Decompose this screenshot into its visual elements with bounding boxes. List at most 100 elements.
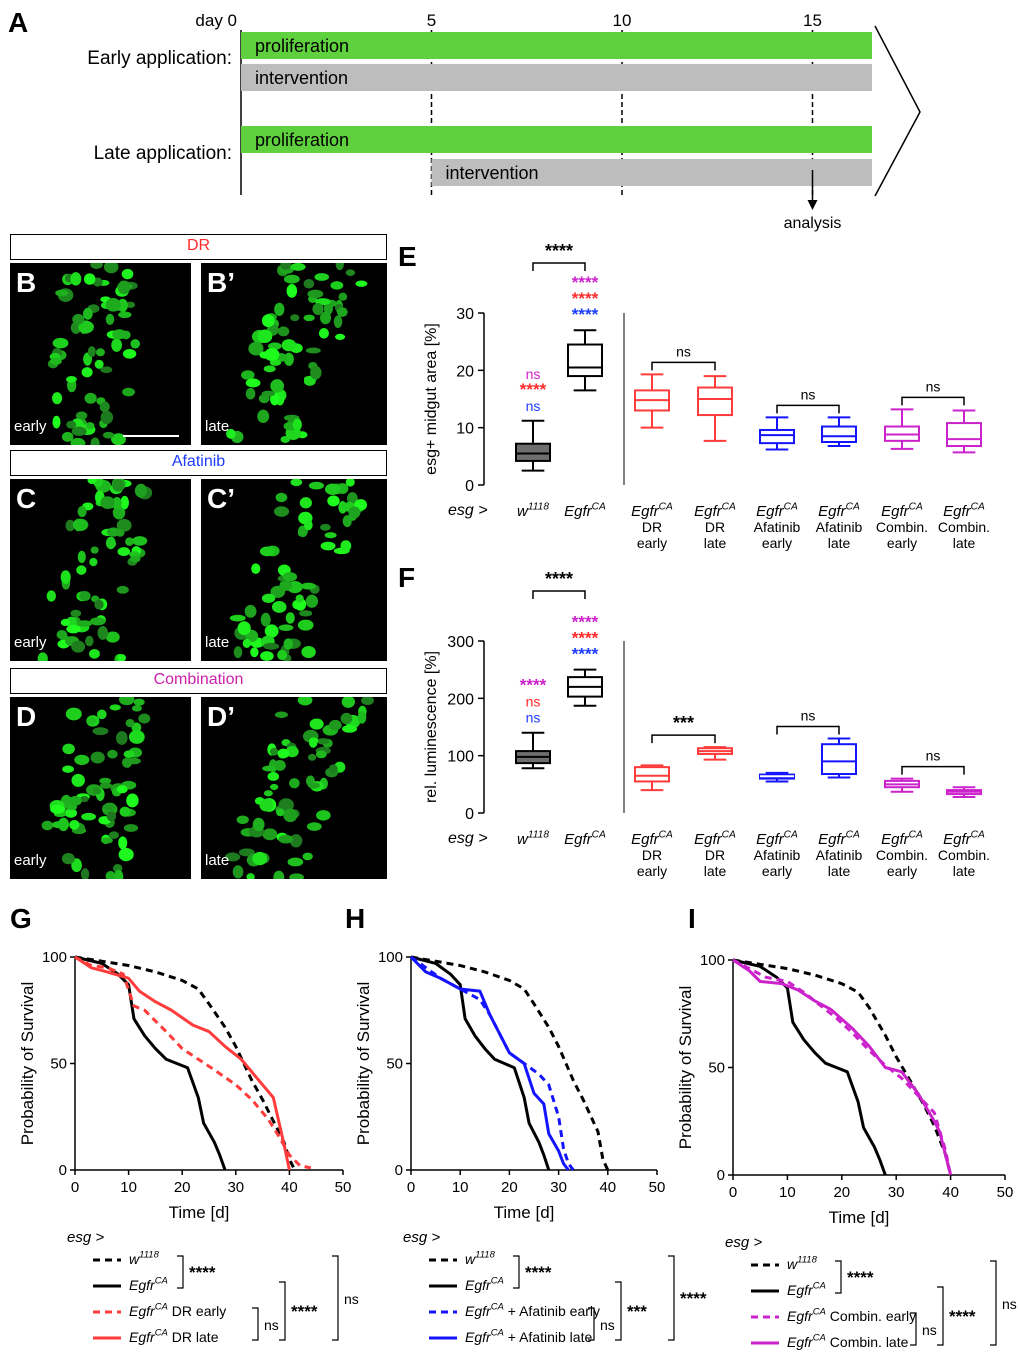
significance-bracket [776, 725, 840, 735]
esg-cell [90, 546, 99, 554]
significance-label: **** [680, 1289, 707, 1308]
esg-cell [51, 392, 63, 405]
stacked-significance: ns [526, 398, 541, 414]
category-line3: early [762, 535, 792, 551]
esg-cell [257, 329, 273, 343]
esg-cell [66, 376, 77, 383]
box-body [946, 422, 982, 448]
x-tick-label: 10 [452, 1179, 469, 1196]
esg-cell [105, 536, 116, 550]
day-tick-label: 15 [803, 11, 822, 30]
y-axis-label: Probability of Survival [18, 982, 37, 1145]
esg-cell [77, 506, 87, 518]
esg-cell [118, 311, 132, 319]
esg-cell [301, 645, 316, 659]
category-label: EgfrCA [631, 501, 673, 520]
bar-label: proliferation [255, 36, 349, 56]
legend-label: EgfrCA DR late [129, 1328, 219, 1345]
esg-cell [270, 379, 285, 393]
legend-prefix: esg > [725, 1234, 762, 1251]
esg-cell [89, 557, 98, 567]
box-1 [567, 668, 603, 707]
box-body [697, 386, 733, 417]
day-label: day 0 [195, 11, 237, 30]
esg-cell [305, 347, 321, 354]
y-axis-label: esg+ midgut area [%] [423, 323, 440, 475]
significance-label: ns [926, 378, 941, 394]
esg-cell [134, 483, 148, 498]
esg-cell [81, 812, 97, 821]
esg-cell [244, 604, 257, 618]
significance-bracket [937, 1286, 944, 1346]
micrograph-banner: Afatinib [10, 450, 387, 476]
box-4 [759, 771, 795, 783]
esg-cell [58, 817, 69, 832]
esg-cell [271, 601, 287, 613]
category-line3: late [953, 535, 976, 551]
esg-cell [121, 268, 134, 280]
esg-cell [305, 594, 319, 608]
micrograph-letter: C [16, 483, 37, 514]
esg-cell [100, 496, 115, 510]
box-0 [515, 731, 551, 770]
category-label: EgfrCA [818, 501, 860, 520]
esg-cell [263, 365, 276, 373]
x-tick-label: 20 [833, 1184, 850, 1201]
esg-cell [72, 313, 85, 325]
esg-cell [97, 626, 109, 640]
esg-cell [278, 624, 294, 631]
panel-g: G 0 50 100 0 10 20 30 40 50 Probability of Surviva… [10, 903, 359, 1345]
scale-bar [123, 435, 179, 437]
esg-cell [85, 422, 95, 430]
esg-cell [95, 348, 105, 357]
esg-cell [46, 590, 56, 602]
esg-cell [106, 811, 117, 822]
category-line2: DR [705, 847, 725, 863]
box-3 [697, 375, 733, 442]
cell-field [47, 263, 141, 445]
box-1 [567, 329, 603, 392]
significance-label: **** [545, 241, 573, 261]
esg-cell [90, 751, 105, 764]
esg-cell [70, 437, 86, 445]
esg-cell [90, 437, 100, 445]
significance-label: ns [344, 1291, 359, 1307]
esg-cell [74, 754, 90, 765]
esg-cell [340, 540, 352, 552]
esg-cell [64, 808, 78, 818]
esg-cell [79, 591, 91, 602]
x-tick-label: 50 [997, 1184, 1014, 1201]
stacked-significance: **** [572, 613, 599, 632]
esg-cell [52, 415, 61, 429]
esg-cell [69, 820, 80, 830]
stacked-significance: ns [526, 366, 541, 382]
category-line3: late [828, 863, 851, 879]
esg-cell [262, 765, 277, 772]
legend-label: EgfrCA [129, 1276, 168, 1293]
esg-cell [65, 519, 76, 532]
esg-cell [118, 836, 128, 850]
significance-bracket [901, 396, 965, 406]
esg-cell [316, 738, 330, 745]
esg-cell [269, 747, 279, 756]
esg-cell [132, 536, 148, 546]
esg-cell [116, 585, 129, 594]
esg-cell [250, 647, 259, 658]
panel-letter: I [688, 903, 696, 934]
micrograph-letter: D’ [207, 701, 235, 732]
esg-cell [105, 313, 115, 325]
esg-cell [310, 365, 322, 380]
category-line3: late [704, 863, 727, 879]
esg-cell [263, 642, 280, 650]
category-line3: early [637, 535, 667, 551]
y-tick-label: 50 [708, 1060, 725, 1077]
y-tick-label: 10 [456, 421, 474, 438]
micrograph-letter: C’ [207, 483, 235, 514]
significance-label: **** [949, 1307, 976, 1326]
esg-cell [118, 847, 134, 862]
esg-cell [117, 654, 126, 661]
category-line2: Afatinib [754, 847, 801, 863]
esg-cell [71, 858, 82, 873]
esg-cell [306, 822, 322, 831]
